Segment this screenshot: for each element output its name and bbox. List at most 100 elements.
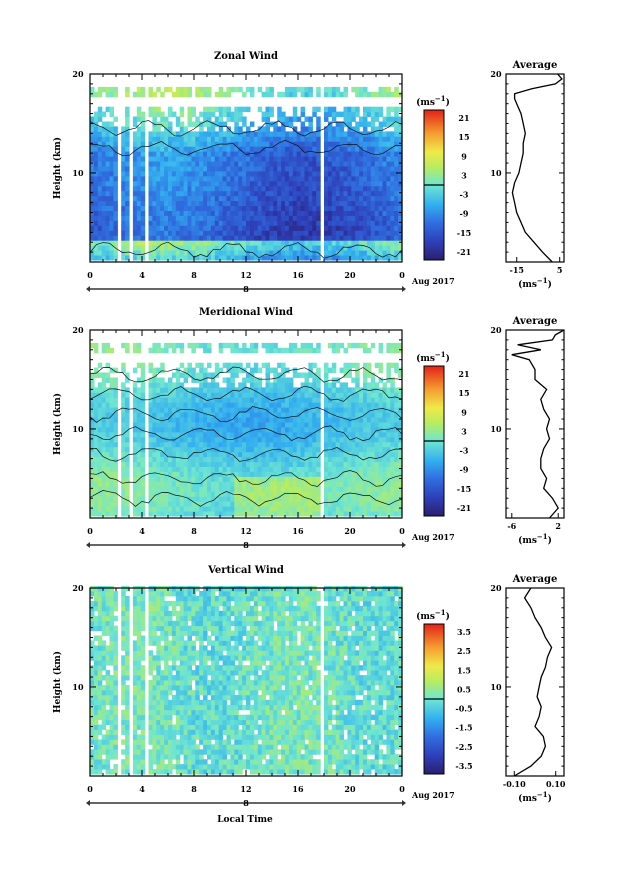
heatmap-cell	[308, 441, 313, 448]
heatmap-cell	[136, 245, 142, 251]
heatmap-cell	[246, 215, 251, 221]
heatmap-cell	[292, 511, 298, 517]
heatmap-cell	[355, 156, 360, 162]
heatmap-cell	[148, 86, 153, 93]
heatmap-cell	[394, 185, 399, 192]
heatmap-cell	[366, 151, 372, 157]
heatmap-cell	[249, 166, 255, 172]
heatmap-cell	[97, 511, 103, 517]
heatmap-cell	[327, 392, 333, 398]
heatmap-cell	[347, 225, 352, 231]
heatmap-cell	[90, 446, 95, 453]
heatmap-cell	[93, 451, 99, 458]
profile-x-tick-label: 5	[557, 265, 563, 275]
heatmap-cell	[156, 121, 161, 127]
heatmap-cell	[398, 511, 403, 517]
heatmap-cell	[242, 200, 247, 207]
heatmap-cell	[156, 156, 161, 162]
heatmap-cell	[175, 486, 181, 492]
heatmap-cell	[339, 146, 345, 152]
heatmap-cell	[218, 387, 224, 393]
heatmap-cell	[90, 407, 95, 413]
heatmap-cell	[292, 461, 298, 467]
heatmap-cell	[327, 161, 333, 167]
heatmap-cell	[187, 441, 192, 448]
heatmap-cell	[93, 245, 99, 251]
heatmap-cell	[339, 367, 345, 373]
colorbar-unit: (ms−1)	[416, 94, 450, 108]
heatmap-cell	[261, 362, 267, 369]
heatmap-cell	[331, 116, 337, 122]
heatmap-cell	[140, 491, 146, 497]
heatmap-cell	[370, 486, 376, 492]
heatmap-cell	[125, 210, 130, 216]
heatmap-cell	[327, 131, 333, 137]
heatmap-cell	[296, 175, 302, 182]
heatmap-cell	[230, 185, 235, 192]
heatmap-cell	[207, 481, 212, 487]
heatmap-cell	[339, 195, 345, 202]
heatmap-cell	[300, 397, 306, 403]
heatmap-cell	[210, 106, 216, 113]
heatmap-cell	[359, 486, 364, 492]
heatmap-cell	[121, 496, 126, 502]
heatmap-cell	[234, 441, 239, 448]
heatmap-cell	[366, 225, 372, 231]
heatmap-cell	[238, 156, 243, 162]
heatmap-cell	[93, 121, 99, 127]
heatmap-cell	[331, 407, 337, 413]
heatmap-cell	[148, 481, 153, 487]
heatmap-cell	[132, 255, 138, 261]
heatmap-cell	[109, 392, 114, 398]
heatmap-cell	[109, 151, 114, 157]
heatmap-cell	[249, 121, 255, 127]
heatmap-cell	[285, 441, 290, 448]
heatmap-cell	[101, 225, 107, 231]
heatmap-cell	[105, 180, 111, 187]
heatmap-cell	[285, 431, 290, 438]
heatmap-cell	[331, 387, 337, 393]
colorbar-label: 15	[458, 388, 469, 398]
heatmap-cell	[195, 446, 200, 453]
heatmap-cell	[331, 392, 337, 398]
heatmap-cell	[171, 506, 177, 512]
heatmap-cell	[183, 250, 189, 256]
heatmap-cell	[390, 220, 395, 226]
heatmap-cell	[140, 511, 146, 517]
heatmap-cell	[277, 476, 282, 482]
heatmap-cell	[136, 230, 142, 236]
heatmap-cell	[199, 255, 204, 261]
heatmap-cell	[191, 446, 196, 453]
heatmap-cell	[347, 185, 352, 192]
heatmap-cell	[296, 116, 302, 122]
heatmap-cell	[93, 461, 99, 467]
heatmap-cell	[296, 195, 302, 202]
heatmap-cell	[168, 506, 173, 512]
heatmap-cell	[148, 111, 153, 117]
heatmap-cell	[132, 161, 138, 167]
heatmap-cell	[148, 466, 153, 472]
heatmap-cell	[132, 210, 138, 216]
heatmap-cell	[230, 461, 235, 467]
heatmap-cell	[347, 501, 352, 507]
heatmap-cell	[249, 511, 255, 517]
heatmap-cell	[238, 441, 243, 448]
heatmap-cell	[234, 141, 239, 147]
heatmap-cell	[370, 476, 376, 482]
heatmap-cell	[132, 116, 138, 122]
heatmap-cell	[203, 121, 208, 127]
heatmap-cell	[191, 347, 196, 354]
heatmap-cell	[285, 506, 290, 512]
heatmap-cell	[288, 481, 294, 487]
heatmap-cell	[140, 126, 146, 132]
heatmap-cell	[292, 456, 298, 463]
heatmap-cell	[132, 441, 138, 448]
heatmap-cell	[292, 491, 298, 497]
heatmap-cell	[238, 215, 243, 221]
heatmap-cell	[249, 91, 255, 98]
heatmap-cell	[285, 185, 290, 192]
heatmap-cell	[265, 175, 270, 182]
heatmap-cell	[222, 146, 228, 152]
heatmap-cell	[179, 161, 185, 167]
heatmap-cell	[316, 486, 321, 492]
